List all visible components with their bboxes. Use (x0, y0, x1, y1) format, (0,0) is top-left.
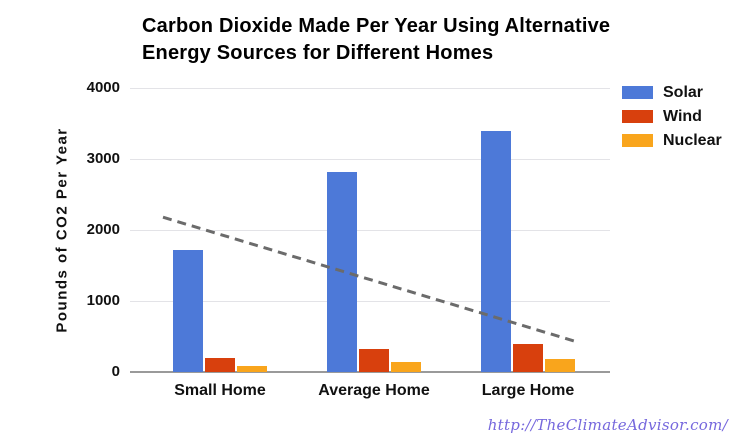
legend-item-nuclear: Nuclear (622, 131, 722, 149)
legend: Solar Wind Nuclear (622, 83, 722, 149)
y-tick-label-2000: 2000 (86, 221, 120, 238)
legend-swatch-wind-icon (622, 110, 653, 123)
x-label-small-home: Small Home (174, 382, 266, 399)
legend-item-wind: Wind (622, 107, 722, 125)
legend-item-solar: Solar (622, 83, 722, 101)
legend-swatch-solar-icon (622, 86, 653, 99)
y-tick-label-3000: 3000 (86, 150, 120, 167)
bar-wind-large-home (513, 343, 543, 372)
legend-label-solar: Solar (663, 83, 704, 101)
bar-nuclear-average-home (391, 362, 421, 372)
legend-swatch-nuclear-icon (622, 134, 653, 147)
chart-title-line2: Energy Sources for Different Homes (142, 42, 494, 64)
y-tick-label-4000: 4000 (86, 79, 120, 96)
bar-nuclear-small-home (237, 365, 267, 372)
chart-title-line1: Carbon Dioxide Made Per Year Using Alter… (142, 15, 611, 37)
bar-solar-large-home (481, 130, 511, 372)
plot-area (130, 88, 610, 373)
legend-label-wind: Wind (663, 107, 702, 125)
bar-nuclear-large-home (545, 359, 575, 372)
gridline-3000 (130, 159, 610, 160)
bar-wind-small-home (205, 357, 235, 372)
x-label-average-home: Average Home (318, 382, 430, 399)
chart-title: Carbon Dioxide Made Per Year Using Alter… (142, 13, 610, 67)
y-tick-label-1000: 1000 (86, 292, 120, 309)
bar-wind-average-home (359, 349, 389, 372)
y-tick-label-0: 0 (111, 363, 120, 380)
watermark-url-link[interactable]: http://TheClimateAdvisor.com/ (487, 416, 728, 434)
gridline-2000 (130, 230, 610, 231)
legend-label-nuclear: Nuclear (663, 131, 722, 149)
x-label-large-home: Large Home (481, 382, 575, 399)
bar-solar-small-home (173, 249, 203, 372)
gridline-4000 (130, 88, 610, 89)
bar-solar-average-home (327, 171, 357, 372)
x-axis-line (130, 371, 610, 373)
